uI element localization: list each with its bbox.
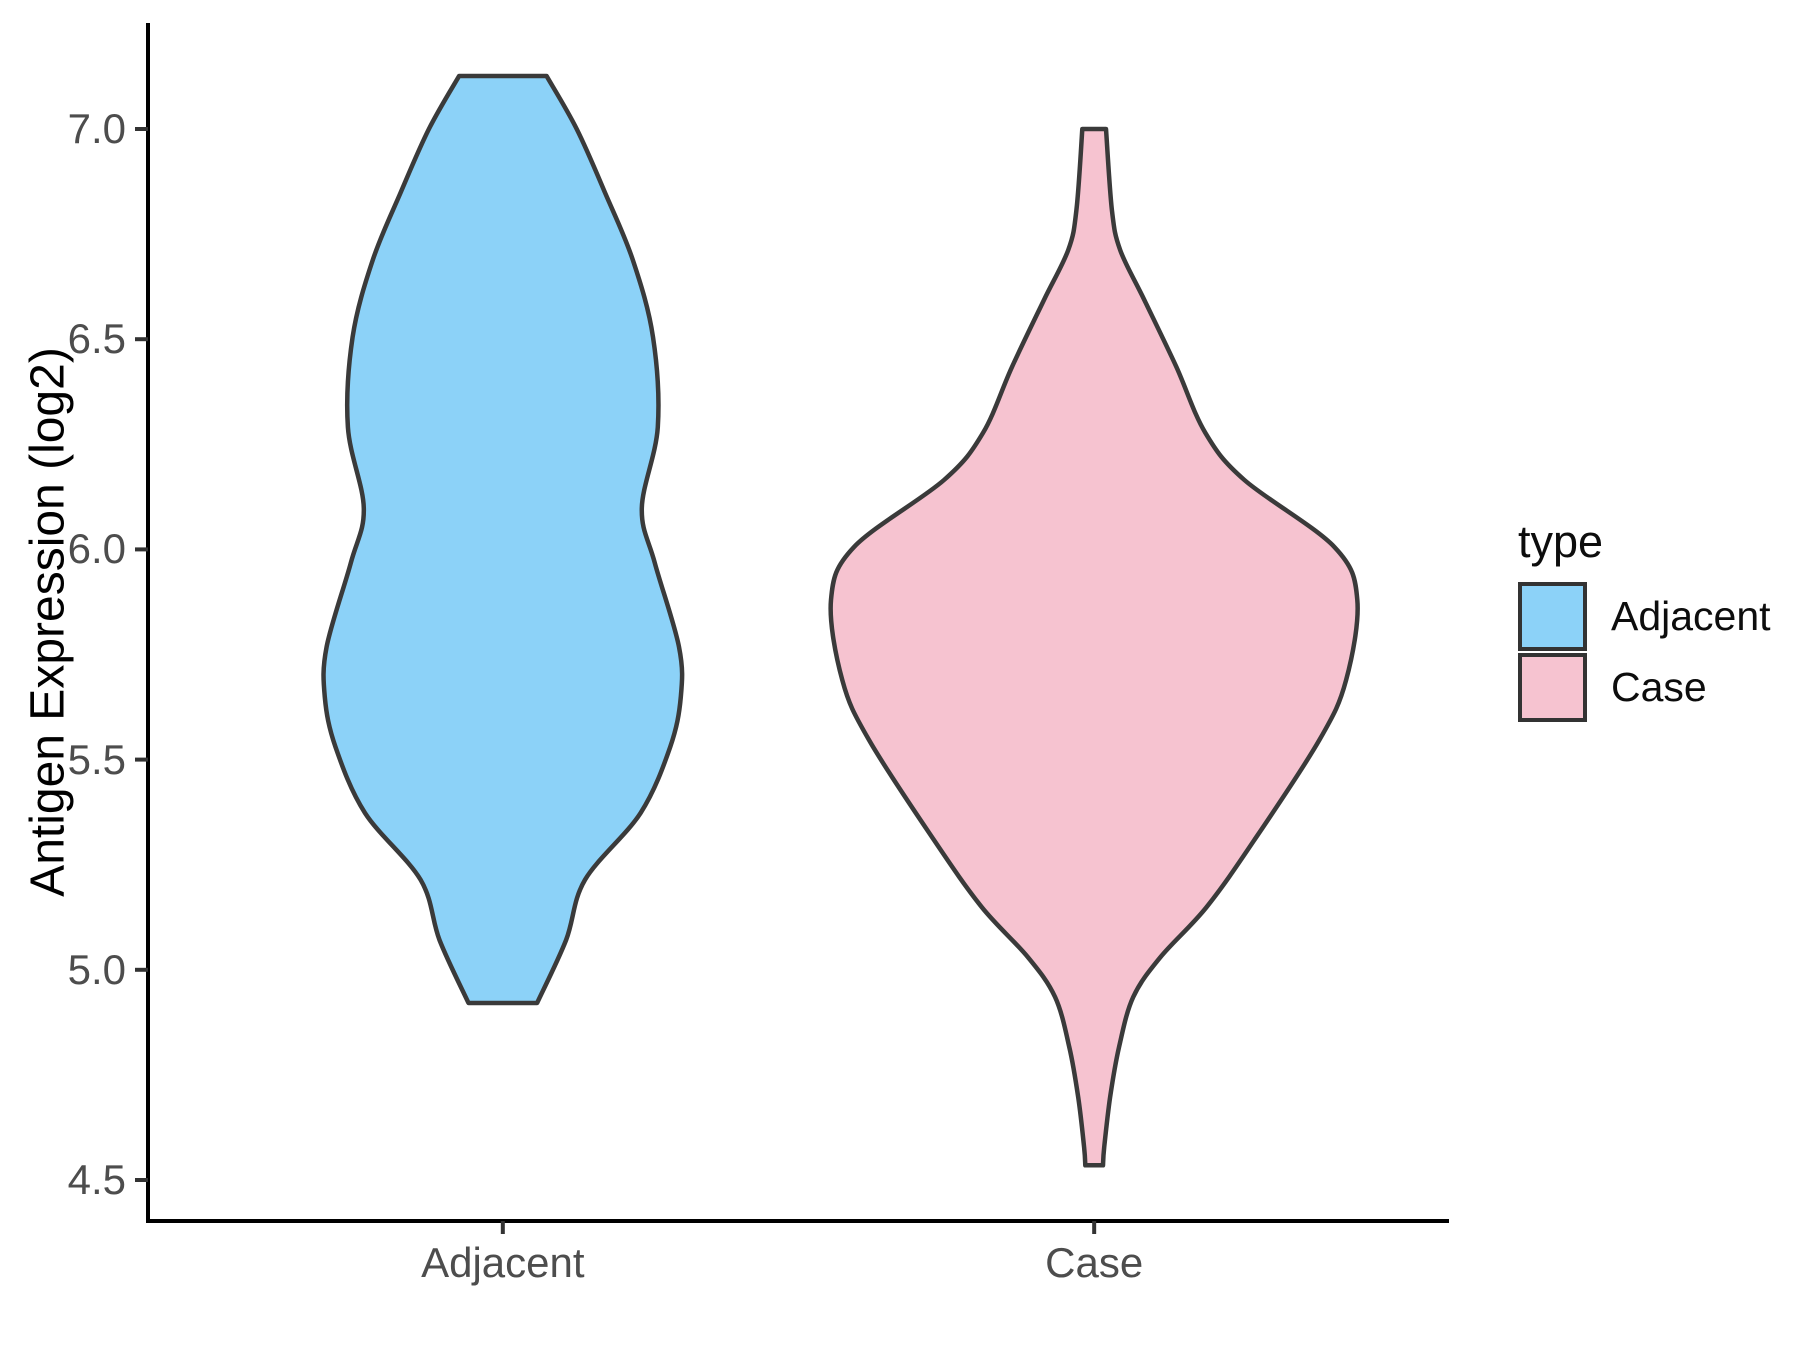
violin-case [828, 126, 1360, 1168]
violin-adjacent [321, 73, 685, 1006]
legend-swatch-case [1518, 653, 1587, 722]
y-tick-label: 6.5 [67, 315, 126, 363]
violins-group [321, 73, 1360, 1168]
x-category-label: Adjacent [421, 1239, 585, 1286]
legend-label-case: Case [1611, 664, 1707, 710]
x-category-label: Case [1045, 1239, 1144, 1286]
legend-label-adjacent: Adjacent [1611, 593, 1771, 639]
y-tick-label: 6.0 [67, 525, 126, 573]
legend-swatch-adjacent [1518, 582, 1587, 651]
legend-title: type [1518, 516, 1604, 567]
y-tick-label: 4.5 [67, 1156, 126, 1203]
y-tick-label: 7.0 [67, 105, 126, 152]
y-tick-label: 5.5 [67, 735, 126, 783]
legend: type Adjacent Case [1518, 514, 1771, 724]
legend-item-case: Case [1518, 653, 1771, 722]
y-axis-title: Antigen Expression (log2) [21, 347, 75, 897]
legend-item-adjacent: Adjacent [1518, 582, 1771, 651]
y-tick-label: 5.0 [67, 945, 126, 993]
axes-group [135, 23, 1449, 1234]
